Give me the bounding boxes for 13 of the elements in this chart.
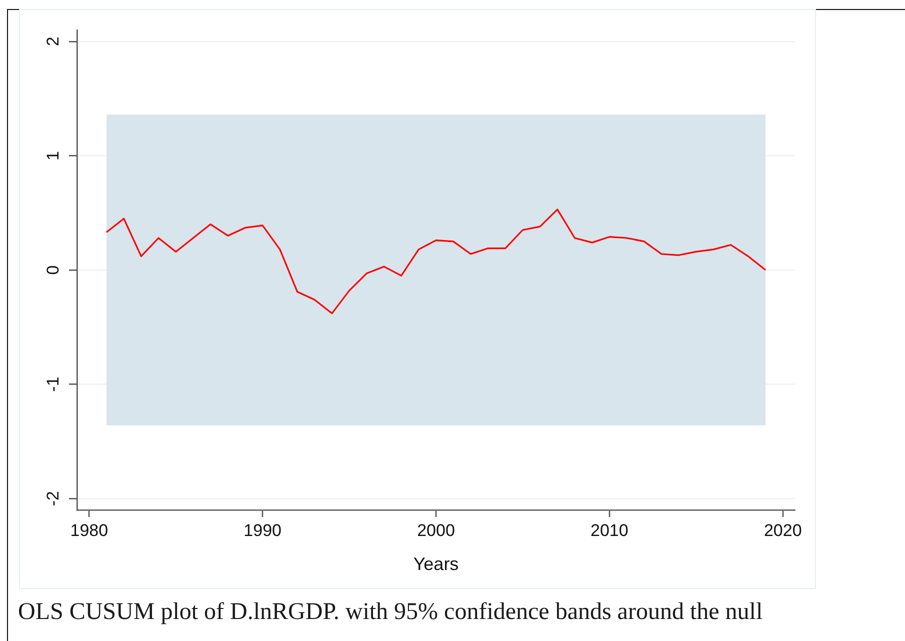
x-tick-label: 2010 <box>590 520 628 540</box>
y-tick-label: 0 <box>44 265 63 275</box>
x-tick-label: 1990 <box>244 520 282 540</box>
x-axis-title: Years <box>413 554 459 574</box>
x-tick-label: 2000 <box>417 520 455 540</box>
x-tick-label: 2020 <box>764 520 802 540</box>
y-tick-label: 2 <box>44 36 63 46</box>
y-tick-label: -1 <box>44 376 63 392</box>
chart-frame: Years 1980 1990 2000 2010 2020 -2 -1 0 1 2 <box>19 9 816 589</box>
y-tick-label: 1 <box>44 150 63 160</box>
y-tick-label: -2 <box>44 491 63 506</box>
x-tick-label: 1980 <box>70 520 108 540</box>
text: OLS CUSUM plot of D.lnRGDP. with 95% confidence bands around the null <box>18 599 764 626</box>
